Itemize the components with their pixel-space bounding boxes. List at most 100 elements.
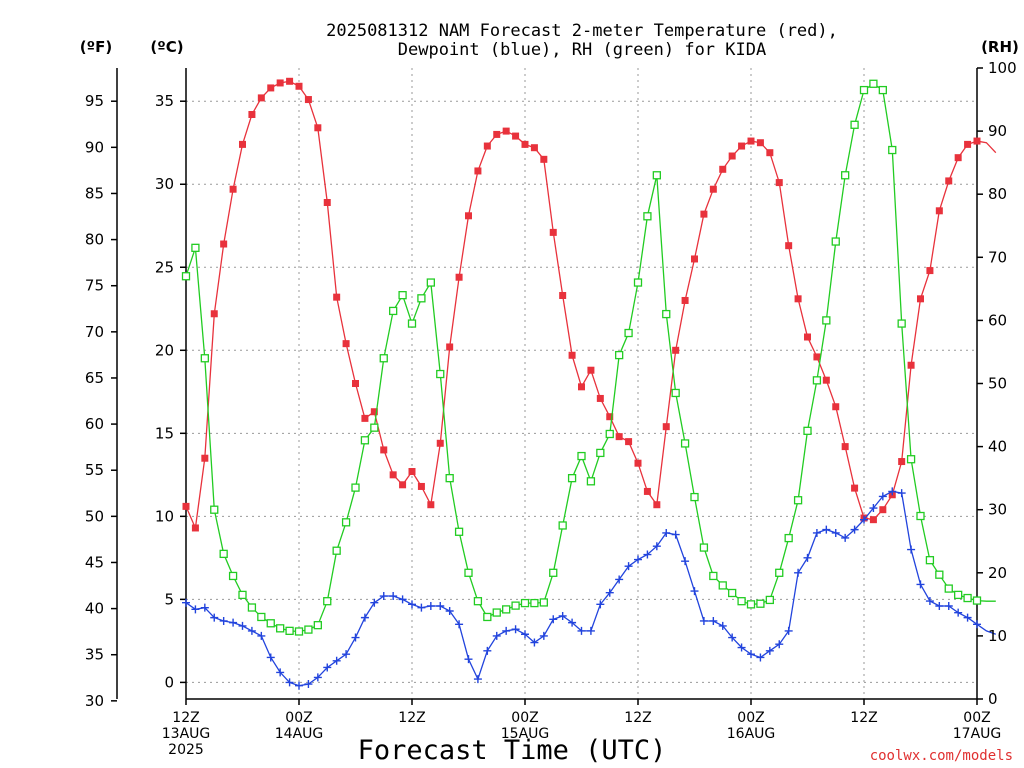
point-temperature (756, 139, 764, 147)
point-temperature (361, 414, 369, 422)
point-temperature (869, 516, 877, 524)
point-dewpoint (775, 640, 784, 649)
point-rh (454, 527, 464, 536)
point-dewpoint (558, 611, 567, 620)
point-rh (775, 568, 784, 577)
point-dewpoint (182, 598, 190, 607)
point-dewpoint (210, 613, 219, 622)
point-temperature (465, 212, 472, 220)
point-dewpoint (342, 650, 351, 659)
point-dewpoint (869, 504, 878, 513)
point-temperature (512, 132, 520, 140)
point-dewpoint (643, 550, 652, 559)
point-dewpoint (332, 656, 341, 665)
axes (111, 67, 983, 705)
point-rh (671, 388, 680, 398)
point-rh (577, 451, 586, 461)
point-dewpoint (728, 633, 737, 642)
y-tick-label-rh: 90 (988, 122, 1007, 140)
point-rh (389, 306, 398, 316)
point-rh (888, 145, 897, 155)
point-temperature (380, 446, 388, 454)
y-tick-label-fahrenheit: 90 (85, 138, 104, 156)
point-rh (238, 590, 247, 600)
x-tick-label: 17AUG (953, 726, 1002, 742)
point-rh (605, 429, 614, 439)
point-rh (483, 612, 492, 622)
point-dewpoint (878, 492, 887, 501)
point-rh (426, 278, 435, 287)
point-temperature (832, 403, 840, 411)
point-dewpoint (511, 625, 520, 634)
point-dewpoint (586, 626, 595, 635)
point-rh (652, 171, 661, 180)
point-dewpoint (549, 615, 558, 624)
point-temperature (615, 433, 623, 441)
point-temperature (549, 228, 557, 236)
y-tick-label-rh: 70 (988, 248, 1007, 266)
point-dewpoint (803, 553, 812, 562)
point-dewpoint (850, 525, 859, 534)
point-temperature (370, 408, 378, 416)
point-temperature (521, 140, 529, 148)
point-rh (728, 588, 737, 598)
point-temperature (493, 130, 501, 138)
point-dewpoint (464, 655, 473, 664)
x-tick-label: 00Z (285, 710, 312, 726)
point-temperature (822, 376, 830, 384)
point-rh (379, 354, 388, 363)
point-rh (897, 319, 906, 328)
point-dewpoint (257, 631, 266, 640)
y-tick-label-rh: 10 (988, 627, 1007, 645)
point-rh (831, 237, 840, 246)
point-dewpoint (944, 602, 953, 611)
point-temperature (935, 207, 943, 215)
point-rh (567, 473, 577, 483)
point-temperature (625, 438, 633, 446)
point-temperature (436, 439, 444, 447)
point-dewpoint (539, 631, 548, 640)
point-rh (332, 546, 341, 555)
point-temperature (766, 149, 774, 157)
point-rh (935, 570, 944, 579)
point-temperature (220, 240, 228, 248)
point-dewpoint (624, 562, 633, 571)
point-dewpoint (200, 603, 209, 612)
point-temperature (323, 199, 331, 207)
point-rh (313, 621, 322, 630)
y-tick-label-rh: 100 (988, 59, 1017, 77)
point-dewpoint (276, 668, 285, 677)
point-temperature (483, 142, 491, 150)
point-rh (398, 291, 407, 300)
point-temperature (728, 152, 736, 160)
point-dewpoint (473, 675, 482, 684)
y-tick-label-rh: 30 (988, 501, 1007, 519)
point-dewpoint (860, 515, 868, 524)
point-temperature (342, 340, 350, 348)
y-tick-label-rh: 0 (988, 690, 998, 708)
point-temperature (267, 84, 275, 92)
point-rh (944, 584, 953, 593)
point-dewpoint (605, 588, 614, 597)
point-temperature (917, 295, 924, 303)
x-tick-label: 12Z (398, 710, 425, 726)
point-rh (972, 596, 982, 605)
y-tick-label-fahrenheit: 55 (85, 461, 104, 479)
point-rh (520, 598, 530, 608)
y-tick-label-rh: 80 (988, 185, 1007, 203)
point-rh (473, 597, 483, 606)
point-temperature (841, 443, 849, 451)
point-rh (718, 581, 727, 590)
y-axis-unit-fahrenheit: (ºF) (80, 38, 112, 56)
point-temperature (738, 142, 746, 150)
y-tick-label-fahrenheit: 65 (85, 369, 104, 387)
point-temperature (257, 94, 265, 102)
point-dewpoint (530, 638, 539, 647)
point-dewpoint (916, 580, 925, 589)
y-tick-label-fahrenheit: 40 (85, 600, 104, 618)
y-tick-label-fahrenheit: 70 (85, 323, 104, 341)
y-tick-label-rh: 40 (988, 438, 1007, 456)
chart-subtitle: Dewpoint (blue), RH (green) for KIDA (398, 40, 766, 60)
point-temperature (352, 380, 359, 387)
point-dewpoint (266, 653, 275, 662)
